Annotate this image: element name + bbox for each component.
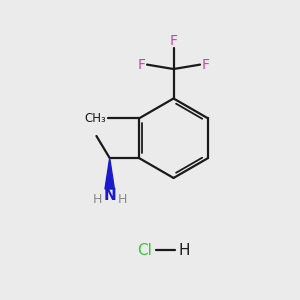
- Polygon shape: [105, 158, 114, 189]
- Text: H: H: [117, 193, 127, 206]
- Text: Cl: Cl: [137, 243, 152, 258]
- Text: CH₃: CH₃: [84, 112, 106, 125]
- Text: F: F: [138, 58, 146, 72]
- Text: F: F: [169, 34, 178, 47]
- Text: F: F: [202, 58, 209, 72]
- Text: H: H: [179, 243, 190, 258]
- Text: N: N: [103, 188, 116, 203]
- Text: H: H: [93, 193, 102, 206]
